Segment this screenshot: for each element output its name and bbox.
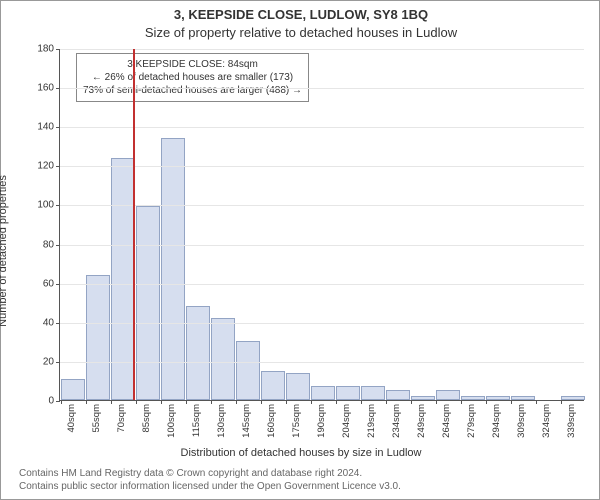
ytick-label: 100 bbox=[37, 200, 60, 211]
xtick-label: 234sqm bbox=[391, 404, 402, 438]
bar bbox=[461, 396, 485, 400]
footnote-line2: Contains public sector information licen… bbox=[19, 481, 589, 494]
bar bbox=[111, 158, 135, 400]
bar bbox=[261, 371, 285, 400]
xtick-label: 249sqm bbox=[416, 404, 427, 438]
footnote-line1: Contains HM Land Registry data © Crown c… bbox=[19, 468, 589, 481]
bar bbox=[61, 379, 85, 401]
xtick-mark bbox=[211, 400, 212, 404]
xtick-label: 264sqm bbox=[441, 404, 452, 438]
ytick-label: 20 bbox=[43, 356, 60, 367]
xtick-mark bbox=[411, 400, 412, 404]
bar bbox=[86, 275, 110, 400]
bar bbox=[486, 396, 510, 400]
xtick-label: 279sqm bbox=[466, 404, 477, 438]
xtick-label: 55sqm bbox=[91, 404, 102, 433]
ytick-label: 40 bbox=[43, 317, 60, 328]
xtick-mark bbox=[286, 400, 287, 404]
annotation-line3: 73% of semi-detached houses are larger (… bbox=[83, 84, 302, 97]
ytick-label: 0 bbox=[48, 396, 60, 407]
xtick-mark bbox=[161, 400, 162, 404]
xtick-label: 294sqm bbox=[491, 404, 502, 438]
plot-area: 3 KEEPSIDE CLOSE: 84sqm ← 26% of detache… bbox=[59, 49, 584, 401]
xtick-label: 70sqm bbox=[116, 404, 127, 433]
xtick-mark bbox=[236, 400, 237, 404]
ytick-label: 60 bbox=[43, 278, 60, 289]
xtick-mark bbox=[311, 400, 312, 404]
bar bbox=[386, 390, 410, 400]
reference-annotation: 3 KEEPSIDE CLOSE: 84sqm ← 26% of detache… bbox=[76, 53, 309, 102]
ytick-label: 120 bbox=[37, 161, 60, 172]
gridline bbox=[60, 205, 584, 206]
xtick-mark bbox=[186, 400, 187, 404]
xtick-mark bbox=[261, 400, 262, 404]
xtick-mark bbox=[511, 400, 512, 404]
xtick-label: 100sqm bbox=[166, 404, 177, 438]
xtick-mark bbox=[386, 400, 387, 404]
x-axis-label: Distribution of detached houses by size … bbox=[1, 447, 600, 459]
bar bbox=[286, 373, 310, 400]
bar bbox=[161, 138, 185, 400]
gridline bbox=[60, 284, 584, 285]
xtick-label: 160sqm bbox=[266, 404, 277, 438]
gridline bbox=[60, 127, 584, 128]
bar bbox=[361, 386, 385, 400]
xtick-label: 175sqm bbox=[291, 404, 302, 438]
annotation-line2: ← 26% of detached houses are smaller (17… bbox=[83, 71, 302, 84]
bar bbox=[211, 318, 235, 400]
xtick-mark bbox=[136, 400, 137, 404]
bar bbox=[236, 341, 260, 400]
bar bbox=[311, 386, 335, 400]
bar bbox=[411, 396, 435, 400]
bar bbox=[436, 390, 460, 400]
xtick-label: 204sqm bbox=[341, 404, 352, 438]
xtick-mark bbox=[461, 400, 462, 404]
bar bbox=[136, 206, 160, 400]
chart-title-line2: Size of property relative to detached ho… bbox=[1, 25, 600, 40]
reference-line bbox=[133, 49, 135, 400]
xtick-mark bbox=[486, 400, 487, 404]
gridline bbox=[60, 88, 584, 89]
annotation-line1: 3 KEEPSIDE CLOSE: 84sqm bbox=[83, 58, 302, 71]
footnote: Contains HM Land Registry data © Crown c… bbox=[19, 468, 589, 493]
xtick-mark bbox=[536, 400, 537, 404]
ytick-label: 80 bbox=[43, 239, 60, 250]
gridline bbox=[60, 166, 584, 167]
gridline bbox=[60, 362, 584, 363]
ytick-label: 180 bbox=[37, 44, 60, 55]
xtick-label: 85sqm bbox=[141, 404, 152, 433]
ytick-label: 160 bbox=[37, 83, 60, 94]
ytick-label: 140 bbox=[37, 122, 60, 133]
xtick-label: 309sqm bbox=[516, 404, 527, 438]
gridline bbox=[60, 245, 584, 246]
bar bbox=[561, 396, 585, 400]
xtick-label: 40sqm bbox=[66, 404, 77, 433]
chart-title-line1: 3, KEEPSIDE CLOSE, LUDLOW, SY8 1BQ bbox=[1, 7, 600, 22]
xtick-mark bbox=[86, 400, 87, 404]
xtick-mark bbox=[61, 400, 62, 404]
xtick-label: 339sqm bbox=[566, 404, 577, 438]
xtick-label: 130sqm bbox=[216, 404, 227, 438]
xtick-label: 190sqm bbox=[316, 404, 327, 438]
xtick-mark bbox=[336, 400, 337, 404]
xtick-mark bbox=[111, 400, 112, 404]
gridline bbox=[60, 49, 584, 50]
xtick-mark bbox=[361, 400, 362, 404]
bar bbox=[186, 306, 210, 400]
chart-figure: 3, KEEPSIDE CLOSE, LUDLOW, SY8 1BQ Size … bbox=[0, 0, 600, 500]
xtick-label: 324sqm bbox=[541, 404, 552, 438]
xtick-mark bbox=[561, 400, 562, 404]
bar bbox=[511, 396, 535, 400]
xtick-label: 115sqm bbox=[191, 404, 202, 437]
xtick-label: 145sqm bbox=[241, 404, 252, 438]
xtick-label: 219sqm bbox=[366, 404, 377, 438]
xtick-mark bbox=[436, 400, 437, 404]
y-axis-label: Number of detached properties bbox=[0, 99, 9, 251]
gridline bbox=[60, 323, 584, 324]
bar bbox=[336, 386, 360, 400]
